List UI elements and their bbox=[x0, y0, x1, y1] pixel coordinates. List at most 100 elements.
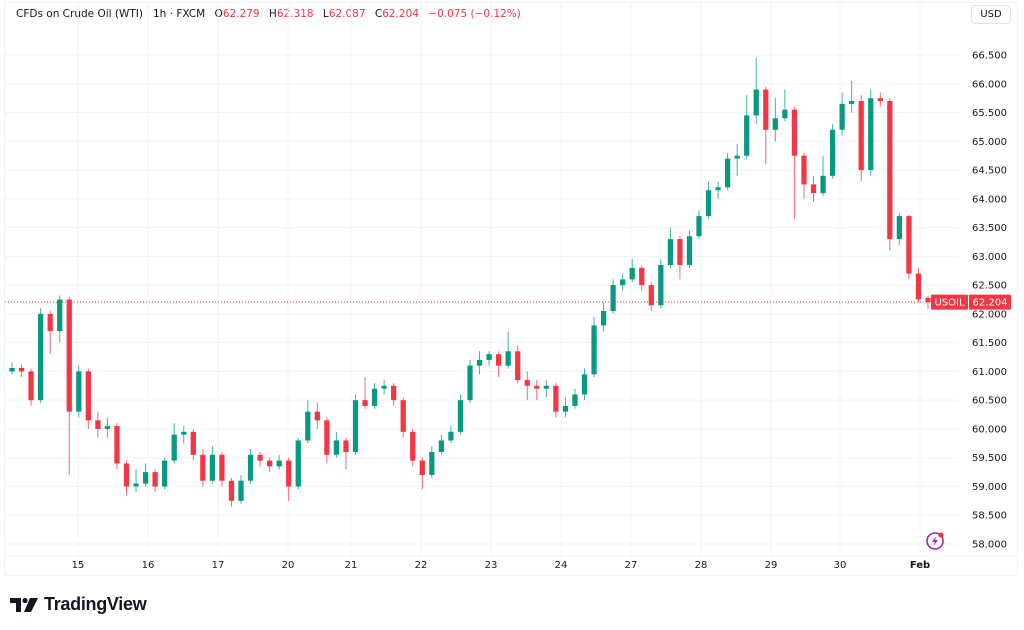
candle-body bbox=[725, 158, 731, 188]
candle-body bbox=[286, 460, 292, 487]
candle-body bbox=[734, 155, 740, 159]
tradingview-logo-icon bbox=[10, 597, 38, 612]
candle-body bbox=[610, 285, 616, 312]
candle bbox=[915, 267, 922, 303]
symbol-title[interactable]: CFDs on Crude Oil (WTI) · 1h · FXCM bbox=[16, 8, 206, 20]
candle bbox=[66, 296, 72, 475]
candle bbox=[457, 394, 464, 435]
candle bbox=[925, 295, 931, 309]
price-tag: USOIL 62.204 bbox=[931, 294, 1011, 310]
candle bbox=[791, 106, 798, 219]
candle bbox=[333, 431, 340, 458]
candle bbox=[391, 382, 397, 406]
candle-body bbox=[810, 184, 817, 194]
candle bbox=[419, 457, 425, 490]
x-tick-label: 21 bbox=[345, 560, 358, 571]
candle-body bbox=[829, 129, 836, 176]
candle bbox=[181, 426, 187, 444]
candle bbox=[782, 89, 788, 122]
open-label: O bbox=[214, 8, 223, 20]
candle-body bbox=[352, 400, 359, 452]
candle-body bbox=[753, 89, 759, 116]
candle-body bbox=[200, 454, 206, 481]
candle bbox=[581, 368, 588, 401]
open-value: 62.279 bbox=[222, 8, 260, 20]
candle bbox=[429, 446, 435, 478]
candle-body bbox=[486, 354, 492, 360]
candle-body bbox=[276, 460, 282, 467]
candle-body bbox=[219, 454, 225, 481]
candle-body bbox=[438, 440, 444, 452]
y-tick-label: 66.000 bbox=[972, 79, 1007, 90]
candle bbox=[715, 181, 721, 199]
candle bbox=[343, 437, 349, 470]
candle bbox=[104, 417, 111, 438]
candle-body bbox=[190, 431, 196, 455]
candle bbox=[553, 382, 559, 418]
candle-body bbox=[324, 420, 330, 455]
y-tick-label: 59.500 bbox=[972, 453, 1007, 464]
candle-body bbox=[505, 351, 511, 366]
y-tick-label: 62.000 bbox=[972, 309, 1007, 320]
candle bbox=[600, 302, 607, 332]
candle bbox=[142, 463, 149, 487]
candle bbox=[572, 388, 578, 409]
y-tick-label: 60.500 bbox=[972, 396, 1007, 407]
candle-body bbox=[868, 98, 874, 171]
x-tick-label: 15 bbox=[72, 560, 85, 571]
candle bbox=[734, 144, 740, 176]
candle-body bbox=[114, 426, 120, 464]
candle bbox=[95, 411, 101, 438]
candle-body bbox=[476, 359, 483, 366]
candle bbox=[505, 331, 511, 369]
candle-body bbox=[782, 109, 788, 119]
candle-body bbox=[801, 155, 807, 185]
candle bbox=[190, 428, 196, 461]
x-tick-label: Feb bbox=[910, 560, 930, 571]
brand-name: TradingView bbox=[44, 594, 147, 614]
x-tick-label: 27 bbox=[625, 560, 638, 571]
candle-body bbox=[896, 216, 902, 240]
candle-body bbox=[877, 98, 883, 102]
candle-body bbox=[744, 115, 750, 156]
candle bbox=[515, 345, 521, 383]
candle-body bbox=[9, 367, 15, 372]
candle bbox=[763, 86, 769, 165]
candle bbox=[295, 437, 301, 490]
y-tick-label: 62.500 bbox=[972, 281, 1007, 292]
candles bbox=[9, 57, 931, 507]
candle-body bbox=[381, 385, 387, 389]
x-tick-label: 28 bbox=[695, 560, 708, 571]
candle bbox=[677, 236, 683, 280]
close-value: 62.204 bbox=[382, 8, 419, 20]
candle-body bbox=[620, 279, 626, 286]
candle-body bbox=[791, 109, 798, 156]
candle-body bbox=[257, 454, 263, 461]
candle bbox=[238, 474, 244, 504]
candle bbox=[486, 351, 492, 366]
candle-body bbox=[123, 463, 130, 487]
candle bbox=[324, 417, 330, 464]
candle bbox=[371, 382, 378, 409]
tradingview-logo[interactable]: TradingView bbox=[10, 594, 147, 615]
candle bbox=[858, 95, 864, 182]
candle bbox=[171, 423, 177, 464]
candle-body bbox=[772, 118, 778, 130]
x-tick-label: 22 bbox=[415, 560, 428, 571]
candle bbox=[877, 92, 883, 107]
currency-button[interactable]: USD bbox=[971, 5, 1011, 24]
candle bbox=[47, 311, 53, 355]
candle bbox=[686, 230, 693, 268]
candle-body bbox=[553, 385, 559, 412]
y-tick-label: 66.500 bbox=[972, 51, 1007, 62]
candle bbox=[9, 362, 15, 375]
candle-body bbox=[57, 299, 63, 332]
candle-body bbox=[572, 394, 578, 406]
candle-body bbox=[820, 175, 826, 194]
symbol-legend: CFDs on Crude Oil (WTI) · 1h · FXCM O62.… bbox=[16, 8, 521, 20]
candle-body bbox=[419, 460, 425, 475]
candle-body bbox=[247, 454, 254, 481]
lightning-alert-icon[interactable] bbox=[926, 532, 944, 550]
candle-body bbox=[28, 371, 34, 401]
